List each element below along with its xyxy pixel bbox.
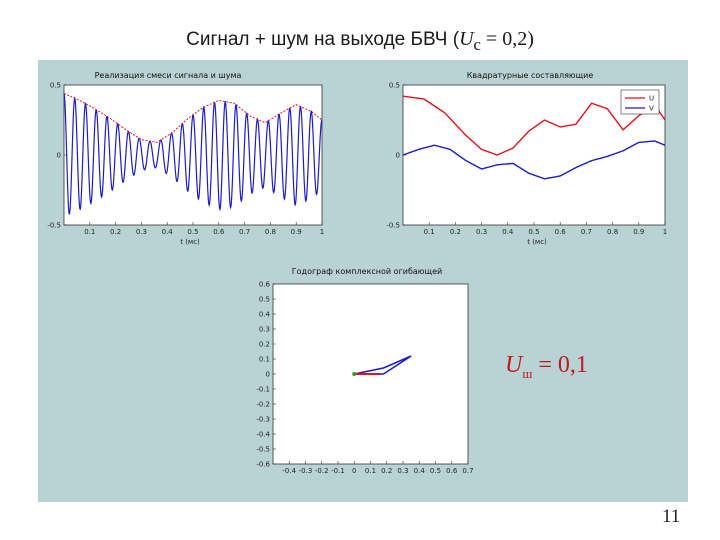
signal-chart-xlabel: t (мс) bbox=[180, 238, 200, 246]
x-tick-label: 0.1 bbox=[365, 467, 376, 475]
quadrature-chart-xlabel: t (мс) bbox=[527, 238, 547, 246]
x-tick-label: 0.4 bbox=[502, 228, 514, 236]
y-tick-label: -0.5 bbox=[47, 222, 61, 230]
x-tick-label: 0.7 bbox=[462, 467, 473, 475]
x-tick-label: 0.3 bbox=[476, 228, 487, 236]
x-tick-label: -0.2 bbox=[315, 467, 329, 475]
x-tick-label: 0.5 bbox=[430, 467, 441, 475]
x-tick-label: 0.2 bbox=[381, 467, 392, 475]
y-tick-label: 0.5 bbox=[259, 296, 270, 304]
x-tick-label: 0.6 bbox=[213, 228, 225, 236]
y-tick-label: -0.4 bbox=[256, 431, 270, 439]
x-tick-label: -0.1 bbox=[331, 467, 345, 475]
y-tick-label: -0.2 bbox=[256, 401, 270, 409]
signal-chart-title: Реализация смеси сигнала и шума bbox=[95, 71, 242, 80]
x-tick-label: 0.5 bbox=[187, 228, 198, 236]
legend-label: U bbox=[649, 95, 654, 103]
y-tick-label: 0.5 bbox=[50, 82, 61, 90]
x-tick-label: 0.5 bbox=[528, 228, 539, 236]
y-tick-label: 0 bbox=[396, 152, 400, 160]
x-tick-label: 0.3 bbox=[136, 228, 147, 236]
x-tick-label: -0.4 bbox=[282, 467, 296, 475]
x-tick-label: 0.6 bbox=[446, 467, 458, 475]
hodograph-chart: Годограф комплексной огибающей -0.4 -0.3-… bbox=[256, 267, 473, 475]
x-tick-label: 0.6 bbox=[555, 228, 567, 236]
x-tick-label: 0.8 bbox=[265, 228, 276, 236]
slide-title: Сигнал + шум на выходе БВЧ (Uc = 0,2) bbox=[186, 28, 534, 54]
x-tick-label: 0.4 bbox=[162, 228, 174, 236]
x-tick-label: 0 bbox=[352, 467, 356, 475]
y-tick-label: 0.4 bbox=[259, 311, 271, 319]
y-tick-label: 0.1 bbox=[259, 356, 270, 364]
noise-level-label: Uш = 0,1 bbox=[505, 352, 588, 381]
x-tick-label: 0.1 bbox=[424, 228, 435, 236]
envelope-series-line bbox=[63, 92, 323, 143]
quadrature-series-line-U bbox=[402, 95, 666, 156]
x-tick-label: -0.3 bbox=[299, 467, 313, 475]
y-tick-label: -0.5 bbox=[386, 222, 400, 230]
y-tick-label: -0.6 bbox=[256, 461, 270, 469]
y-tick-label: -0.3 bbox=[256, 416, 270, 424]
x-tick-label: 1 bbox=[663, 228, 667, 236]
quadrature-series-line-V bbox=[402, 140, 666, 180]
x-tick-label: 0.9 bbox=[633, 228, 644, 236]
quadrature-chart: Квадратурные составляющие 0.1 0.2 0.3 0.4 0.… bbox=[386, 71, 667, 246]
x-tick-label: 0.2 bbox=[110, 228, 121, 236]
x-tick-label: 0.9 bbox=[291, 228, 302, 236]
y-tick-label: -0.1 bbox=[256, 386, 270, 394]
x-tick-label: 0.2 bbox=[450, 228, 461, 236]
plot-area bbox=[63, 84, 323, 226]
y-tick-label: 0.3 bbox=[259, 326, 270, 334]
x-tick-label: 0.3 bbox=[397, 467, 408, 475]
y-tick-label: 0.6 bbox=[259, 281, 271, 289]
quadrature-chart-title: Квадратурные составляющие bbox=[467, 71, 594, 80]
y-tick-label: 0 bbox=[266, 371, 270, 379]
y-tick-label: 0.5 bbox=[389, 82, 400, 90]
y-tick-label: 0.2 bbox=[259, 341, 270, 349]
legend-box bbox=[620, 89, 660, 115]
y-tick-label: 0 bbox=[57, 152, 61, 160]
x-tick-label: 0.7 bbox=[581, 228, 592, 236]
hodograph-chart-title: Годограф комплексной огибающей bbox=[292, 267, 442, 276]
hodograph-origin-point bbox=[352, 372, 357, 376]
y-tick-label: -0.5 bbox=[256, 446, 270, 454]
x-tick-label: 0.1 bbox=[84, 228, 95, 236]
x-tick-label: 1 bbox=[320, 228, 324, 236]
x-tick-label: 0.4 bbox=[414, 467, 426, 475]
x-tick-label: 0.8 bbox=[607, 228, 618, 236]
x-tick-label: 0.7 bbox=[239, 228, 250, 236]
signal-noise-chart: Реализация смеси сигнала и шума 0.1 0.2 0.… bbox=[47, 71, 324, 246]
legend-label: V bbox=[649, 105, 654, 113]
page-number: 11 bbox=[662, 506, 681, 527]
legend: UV bbox=[620, 89, 660, 115]
